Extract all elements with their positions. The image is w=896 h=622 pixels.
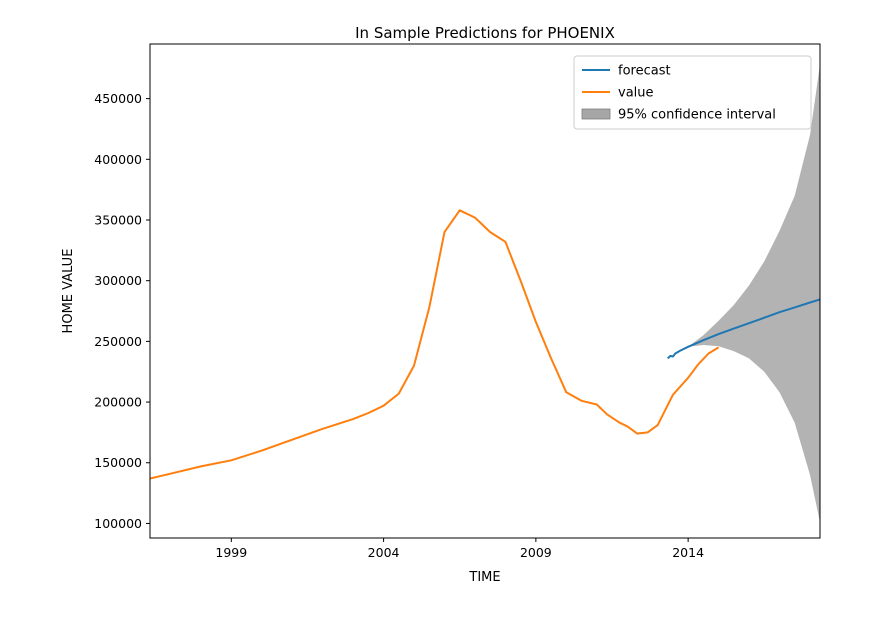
y-tick-label: 200000 bbox=[94, 395, 142, 410]
y-tick-label: 100000 bbox=[94, 516, 142, 531]
x-tick-label: 1999 bbox=[215, 545, 247, 560]
legend-swatch-confidence-interval bbox=[581, 108, 611, 120]
y-tick-label: 250000 bbox=[94, 334, 142, 349]
x-tick-label: 2004 bbox=[368, 545, 400, 560]
y-tick-label: 400000 bbox=[94, 152, 142, 167]
x-tick-label: 2009 bbox=[520, 545, 552, 560]
confidence-interval-band bbox=[688, 64, 820, 523]
legend-label: 95% confidence interval bbox=[618, 108, 776, 123]
y-tick-label: 350000 bbox=[94, 212, 142, 227]
y-tick-label: 150000 bbox=[94, 455, 142, 470]
y-tick-label: 300000 bbox=[94, 273, 142, 288]
series-line-value bbox=[150, 209, 720, 480]
series-line-forecast bbox=[667, 298, 820, 360]
legend-label: forecast bbox=[618, 64, 671, 79]
chart-title: In Sample Predictions for PHOENIX bbox=[355, 24, 615, 42]
y-tick-label: 450000 bbox=[94, 91, 142, 106]
y-axis-label: HOME VALUE bbox=[61, 249, 76, 334]
x-tick-label: 2014 bbox=[672, 545, 704, 560]
legend: forecast value 95% confidence interval bbox=[573, 55, 812, 130]
legend-label: value bbox=[618, 86, 654, 101]
legend-box bbox=[573, 55, 812, 130]
x-axis-label: TIME bbox=[468, 570, 500, 585]
plot-frame bbox=[149, 43, 821, 539]
